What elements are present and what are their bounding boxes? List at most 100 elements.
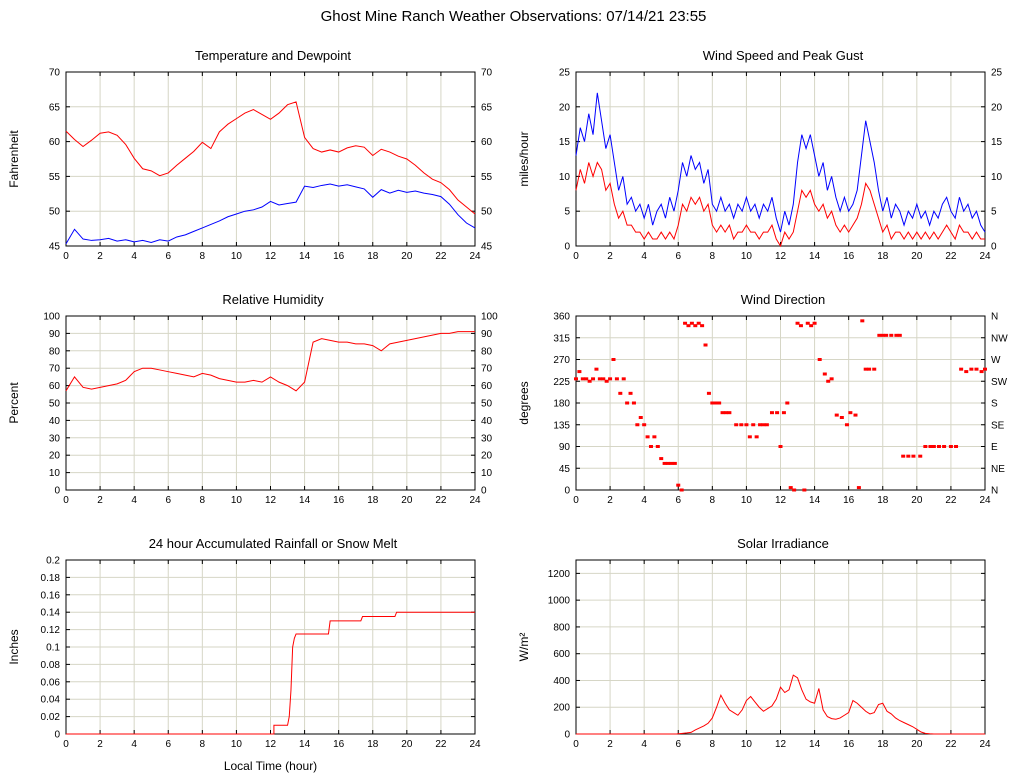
svg-text:0: 0 — [573, 495, 579, 506]
svg-text:22: 22 — [945, 495, 957, 506]
svg-text:18: 18 — [367, 739, 379, 750]
svg-text:12: 12 — [265, 495, 277, 506]
svg-text:10: 10 — [741, 739, 753, 750]
chart-title: Temperature and Dewpoint — [194, 48, 352, 63]
svg-text:315: 315 — [553, 333, 570, 344]
svg-text:0.18: 0.18 — [41, 573, 61, 584]
svg-text:20: 20 — [49, 451, 61, 462]
svg-text:6: 6 — [675, 495, 681, 506]
svg-text:0.08: 0.08 — [41, 660, 61, 671]
chart-relative-humidity: Relative Humidity 0 2 4 6 8 10 12 14 16 18 20 22 24 0… — [4, 284, 514, 526]
svg-text:40: 40 — [481, 416, 493, 427]
svg-text:4: 4 — [131, 495, 137, 506]
svg-text:10: 10 — [49, 468, 61, 479]
svg-text:0: 0 — [54, 730, 60, 741]
svg-text:2: 2 — [607, 495, 613, 506]
svg-text:8: 8 — [710, 739, 716, 750]
svg-text:80: 80 — [49, 346, 61, 357]
svg-text:50: 50 — [481, 399, 493, 410]
chart-title: Relative Humidity — [222, 292, 324, 307]
svg-text:6: 6 — [165, 739, 171, 750]
svg-text:20: 20 — [401, 251, 413, 262]
svg-text:N: N — [991, 486, 998, 497]
svg-text:1000: 1000 — [548, 596, 571, 607]
svg-text:25: 25 — [991, 68, 1003, 79]
svg-text:70: 70 — [49, 68, 61, 79]
svg-text:0.16: 0.16 — [41, 590, 61, 601]
svg-text:20: 20 — [991, 102, 1003, 113]
svg-text:20: 20 — [911, 251, 923, 262]
svg-text:14: 14 — [299, 739, 311, 750]
svg-text:W: W — [991, 355, 1001, 366]
svg-text:90: 90 — [49, 329, 61, 340]
svg-text:22: 22 — [945, 251, 957, 262]
svg-text:5: 5 — [991, 207, 997, 218]
svg-text:4: 4 — [641, 739, 647, 750]
svg-text:50: 50 — [49, 399, 61, 410]
svg-text:30: 30 — [481, 433, 493, 444]
chart-title: Wind Speed and Peak Gust — [702, 48, 864, 63]
svg-text:6: 6 — [165, 251, 171, 262]
svg-text:8: 8 — [200, 251, 206, 262]
chart-solar-irradiance: Solar Irradiance 0 2 4 6 8 10 12 14 16 18 20 22 24 0 2… — [514, 528, 1024, 770]
svg-text:0: 0 — [573, 251, 579, 262]
svg-text:18: 18 — [877, 251, 889, 262]
svg-text:0: 0 — [573, 739, 579, 750]
svg-text:0: 0 — [63, 495, 69, 506]
svg-text:55: 55 — [49, 172, 61, 183]
svg-text:16: 16 — [843, 495, 855, 506]
svg-text:90: 90 — [559, 442, 571, 453]
svg-text:S: S — [991, 399, 998, 410]
svg-text:8: 8 — [710, 495, 716, 506]
chart-wind-speed-gust: Wind Speed and Peak Gust 0 2 4 6 8 10 12 14 16 18… — [514, 40, 1024, 282]
svg-text:55: 55 — [481, 172, 493, 183]
svg-text:8: 8 — [710, 251, 716, 262]
svg-text:0.06: 0.06 — [41, 677, 61, 688]
svg-text:24: 24 — [469, 251, 481, 262]
svg-text:10: 10 — [231, 251, 243, 262]
svg-text:W/m²: W/m² — [517, 633, 531, 662]
svg-text:6: 6 — [675, 251, 681, 262]
svg-text:20: 20 — [481, 451, 493, 462]
svg-text:12: 12 — [265, 739, 277, 750]
svg-text:2: 2 — [97, 495, 103, 506]
svg-text:100: 100 — [43, 312, 60, 323]
svg-text:18: 18 — [877, 495, 889, 506]
svg-text:Fahrenheit: Fahrenheit — [7, 130, 21, 188]
svg-text:400: 400 — [553, 676, 570, 687]
rainfall-plot: 0 2 4 6 8 10 12 14 16 18 20 22 2400.020.040.060.080.… — [7, 556, 481, 774]
svg-text:24: 24 — [979, 251, 991, 262]
svg-text:22: 22 — [435, 495, 447, 506]
svg-text:0: 0 — [63, 739, 69, 750]
svg-text:0.04: 0.04 — [41, 695, 61, 706]
svg-text:Inches: Inches — [7, 629, 21, 664]
svg-text:Percent: Percent — [7, 382, 21, 424]
svg-text:60: 60 — [481, 381, 493, 392]
chart-title: Solar Irradiance — [737, 536, 829, 551]
svg-text:0.14: 0.14 — [41, 608, 61, 619]
svg-text:50: 50 — [49, 207, 61, 218]
svg-text:22: 22 — [435, 251, 447, 262]
svg-text:6: 6 — [165, 495, 171, 506]
solar-irradiance-plot: 0 2 4 6 8 10 12 14 16 18 20 22 240200400600800100012… — [517, 559, 991, 750]
svg-text:18: 18 — [877, 739, 889, 750]
svg-text:6: 6 — [675, 739, 681, 750]
svg-text:0: 0 — [564, 242, 570, 253]
svg-text:0: 0 — [54, 486, 60, 497]
svg-text:60: 60 — [49, 137, 61, 148]
svg-text:22: 22 — [435, 739, 447, 750]
svg-text:20: 20 — [401, 739, 413, 750]
svg-text:12: 12 — [775, 739, 787, 750]
svg-text:miles/hour: miles/hour — [517, 131, 531, 186]
svg-text:2: 2 — [607, 251, 613, 262]
svg-text:65: 65 — [481, 102, 493, 113]
svg-text:2: 2 — [97, 251, 103, 262]
svg-text:30: 30 — [49, 433, 61, 444]
svg-text:N: N — [991, 312, 998, 323]
svg-text:degrees: degrees — [517, 381, 531, 424]
svg-text:360: 360 — [553, 312, 570, 323]
svg-text:70: 70 — [49, 364, 61, 375]
